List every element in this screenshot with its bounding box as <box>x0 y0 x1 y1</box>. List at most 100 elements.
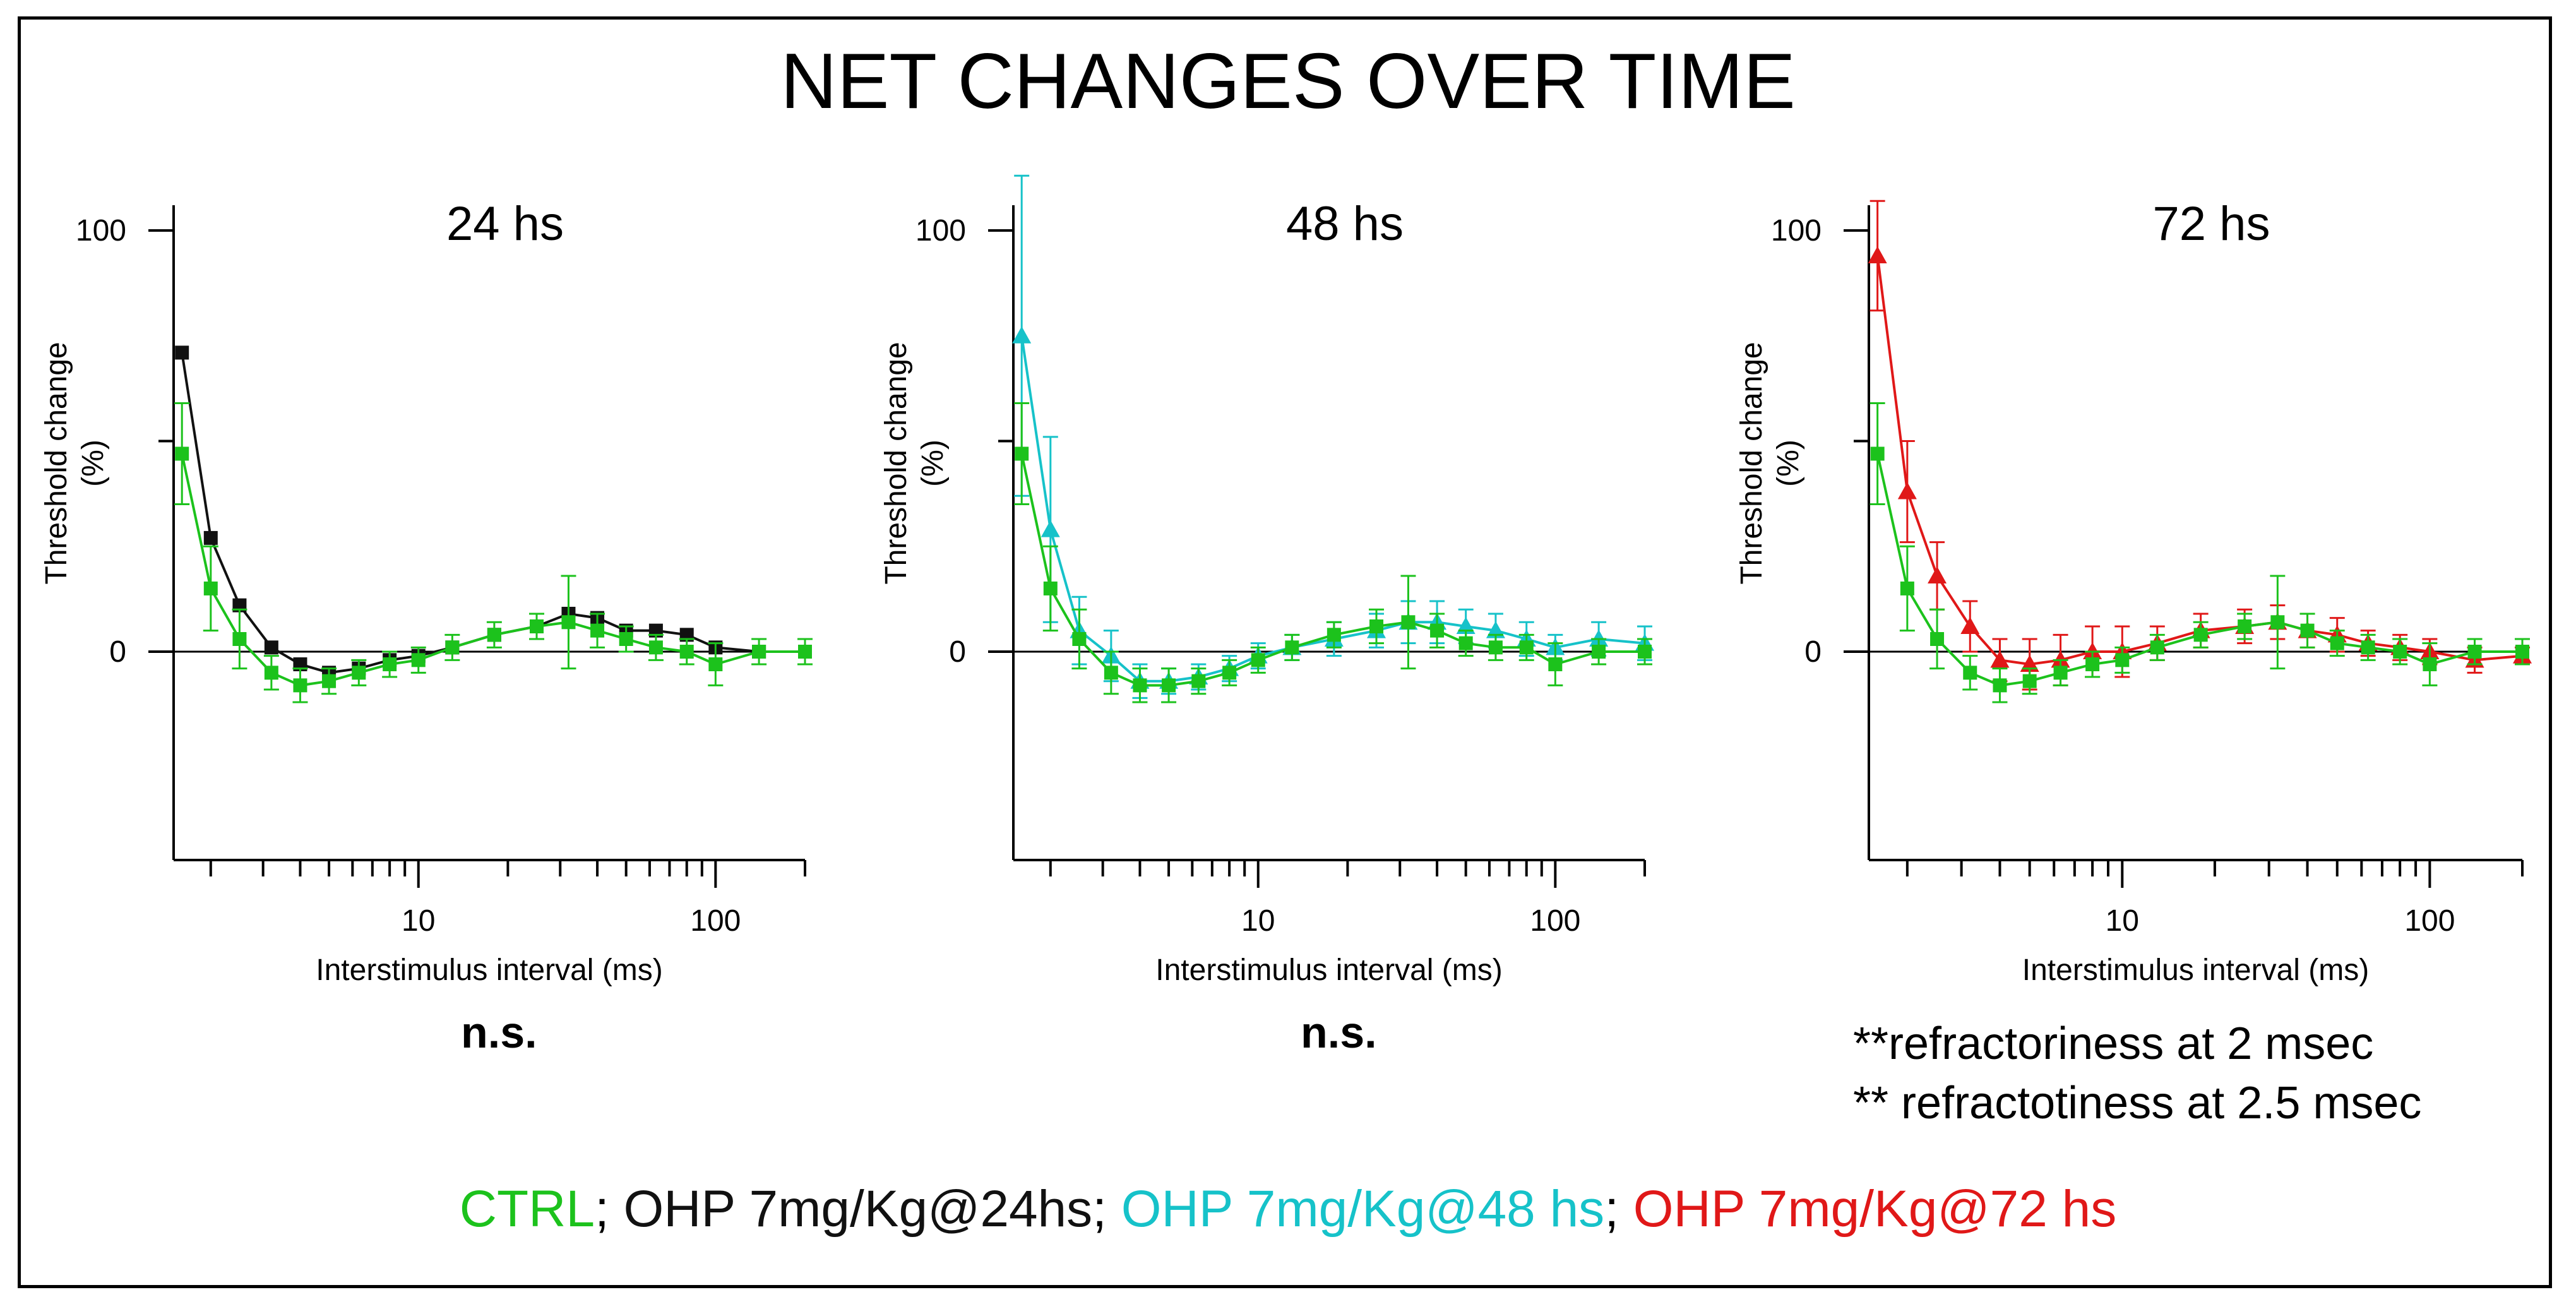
legend: CTRL; OHP 7mg/Kg@24hs; OHP 7mg/Kg@48 hs;… <box>0 1180 2576 1239</box>
chart2-series-ctrl-point <box>1327 628 1341 642</box>
chart2-series-ctrl-point <box>1133 678 1147 693</box>
chart2-series-ctrl-point <box>1458 636 1473 650</box>
chart3-series-ctrl-point <box>2330 636 2344 650</box>
chart2-series-ctrl-point <box>1430 623 1445 638</box>
chart3-y-label-unit: (%) <box>1772 439 1805 487</box>
chart3-series-ctrl-point <box>2193 628 2208 642</box>
chart3-series-ctrl-point <box>2361 640 2375 655</box>
chart3-series-ctrl-point <box>2393 645 2407 659</box>
chart1-series-ctrl-point <box>648 640 663 655</box>
chart2-series-ctrl-point <box>1519 640 1534 655</box>
chart3-series-ctrl-point <box>1900 581 1914 595</box>
chart1-series-ctrl-point <box>530 619 544 633</box>
chart3-y-tick-label: 0 <box>1804 635 1822 669</box>
chart3-series-ohp-7mg-kg-72-hs-point <box>1960 616 1980 634</box>
chart1-x-tick-label: 10 <box>402 904 435 938</box>
legend-ctrl: CTRL <box>459 1180 595 1238</box>
verdict-48hs: n.s. <box>1301 1008 1377 1057</box>
chart2-series-ctrl-point <box>1043 581 1058 595</box>
chart1-series-ctrl-point <box>679 645 694 659</box>
chart3-y-label: Threshold change <box>1735 342 1768 584</box>
chart2-y-tick-label: 0 <box>949 635 966 669</box>
figure-frame <box>18 16 2552 1288</box>
chart3-series-ctrl-point <box>2022 674 2037 688</box>
verdict-24hs: n.s. <box>461 1008 537 1057</box>
chart1-y-tick-label: 0 <box>109 635 126 669</box>
chart3-y-tick-label: 100 <box>1771 214 1822 248</box>
chart3-series-ctrl-point <box>2270 615 2285 630</box>
chart3-title: 72 hs <box>2153 197 2270 251</box>
chart3-series-ctrl-point <box>1993 678 2007 693</box>
chart3-x-label: Interstimulus interval (ms) <box>2022 953 2369 987</box>
chart1-y-label-unit: (%) <box>76 439 110 487</box>
chart2-x-tick-label: 100 <box>1530 904 1580 938</box>
chart3-series-ohp-7mg-kg-72-hs-point <box>1928 566 1947 583</box>
chart3-x-tick-label: 100 <box>2404 904 2455 938</box>
chart1-series-ctrl-point <box>264 666 278 680</box>
page-title: NET CHANGES OVER TIME <box>780 38 1796 125</box>
chart3-series-ctrl-point <box>2085 657 2100 672</box>
chart2-series-ctrl-point <box>1285 640 1299 655</box>
chart2-series-ctrl-point <box>1592 645 1606 659</box>
chart1-x-label: Interstimulus interval (ms) <box>316 953 662 987</box>
chart3-series-ctrl-point <box>1870 446 1885 461</box>
chart1-series-ctrl-point <box>561 615 576 630</box>
chart2-y-label: Threshold change <box>880 342 913 584</box>
chart1-series-ctrl-point <box>352 666 366 680</box>
chart2-series-ctrl-point <box>1251 653 1265 667</box>
chart3-series-ctrl-point <box>2238 619 2252 633</box>
annotation-refractoriness-2-5ms: ** refractotiness at 2.5 msec <box>1853 1078 2422 1128</box>
chart2-y-label-unit: (%) <box>916 439 950 487</box>
legend-ohp-48hs: OHP 7mg/Kg@48 hs <box>1121 1180 1605 1238</box>
chart3-series-ctrl-point <box>2115 653 2130 667</box>
chart1-y-label: Threshold change <box>40 342 73 584</box>
chart1-series-ctrl-point <box>590 623 605 638</box>
chart3-x-tick-label: 10 <box>2106 904 2139 938</box>
chart1-series-ctrl-point <box>752 645 766 659</box>
legend-ohp-72hs: OHP 7mg/Kg@72 hs <box>1633 1180 2117 1238</box>
chart2-x-tick-label: 10 <box>1241 904 1275 938</box>
chart1-series-ohp-7mg-kg-24hs-point <box>203 530 218 545</box>
chart3-series-ohp-7mg-kg-72-hs-line <box>1876 255 2523 666</box>
chart3-series-ctrl-point <box>2150 640 2164 655</box>
chart2-y-tick-label: 100 <box>915 214 966 248</box>
chart2-series-ctrl-point <box>1191 674 1206 688</box>
chart2-series-ctrl-point <box>1222 666 1237 680</box>
chart1-series-ctrl-point <box>322 674 337 688</box>
chart3-series-ohp-7mg-kg-72-hs-point <box>1990 650 2010 668</box>
chart2-series-ctrl-point <box>1015 446 1029 461</box>
chart1-series-ohp-7mg-kg-24hs-point <box>175 345 189 360</box>
chart1-series-ohp-7mg-kg-24hs-point <box>264 640 278 655</box>
chart2-title: 48 hs <box>1286 197 1404 251</box>
chart3-series-ctrl-point <box>2467 645 2482 659</box>
chart3-series-ctrl-point <box>2423 657 2437 672</box>
legend-sep-3: ; <box>1604 1180 1633 1238</box>
annotation-refractoriness-2ms: **refractoriness at 2 msec <box>1853 1019 2374 1069</box>
chart3-series-ctrl-point <box>1930 631 1945 646</box>
chart2-series-ohp-7mg-kg-48-hs-point <box>1012 326 1032 344</box>
chart1-series-ctrl-point <box>411 653 426 667</box>
chart1-series-ctrl-point <box>383 657 397 672</box>
chart1-series-ctrl-point <box>293 678 307 693</box>
chart3-series-ohp-7mg-kg-72-hs-point <box>1897 482 1917 499</box>
chart1-series-ctrl-point <box>175 446 189 461</box>
chart2-series-ctrl-point <box>1104 666 1118 680</box>
chart1-series-ctrl-point <box>445 640 460 655</box>
chart3-series-ctrl-point <box>2515 645 2529 659</box>
chart1-series-ctrl-point <box>487 628 501 642</box>
chart1-series-ctrl-point <box>203 581 218 595</box>
chart3-series-ctrl-point <box>1963 666 1977 680</box>
chart1-series-ctrl-point <box>232 631 247 646</box>
chart2-series-ctrl-point <box>1401 615 1416 630</box>
chart1-series-ctrl-point <box>619 631 633 646</box>
chart3-series-ohp-7mg-kg-72-hs-point <box>1868 246 1887 264</box>
chart2-series-ctrl-point <box>1548 657 1563 672</box>
legend-sep-2: ; <box>1092 1180 1121 1238</box>
legend-ohp-24hs: OHP 7mg/Kg@24hs <box>623 1180 1093 1238</box>
chart1-y-tick-label: 100 <box>76 214 126 248</box>
chart2-series-ctrl-point <box>1162 678 1176 693</box>
chart3-series-ctrl-point <box>2300 623 2315 638</box>
legend-sep-1: ; <box>594 1180 624 1238</box>
chart2-series-ctrl-point <box>1638 645 1652 659</box>
